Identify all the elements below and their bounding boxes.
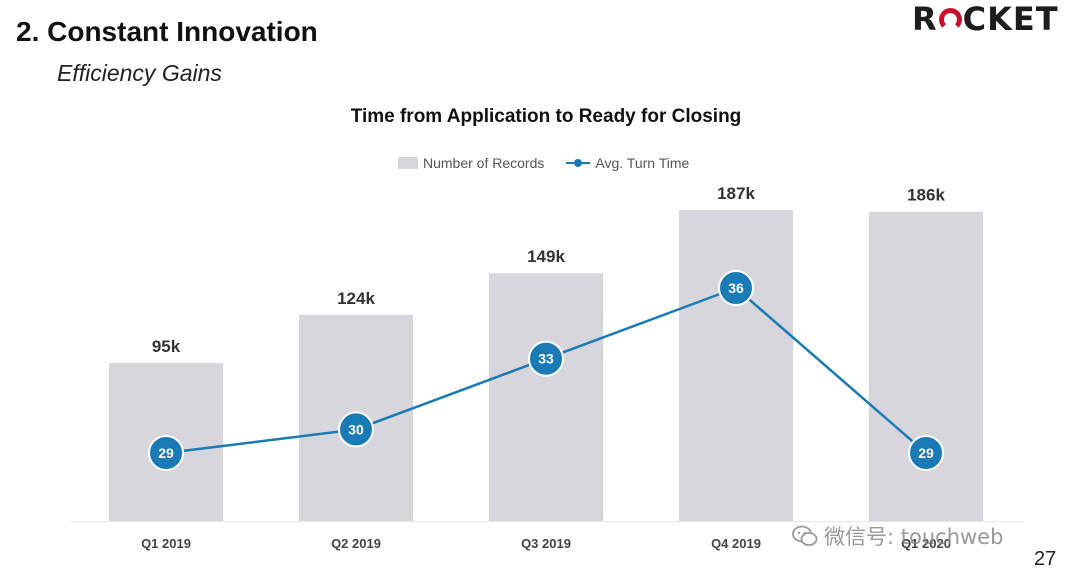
chart-legend: Number of Records Avg. Turn Time bbox=[398, 155, 689, 171]
x-tick-label-1: Q2 2019 bbox=[331, 536, 381, 551]
bar-value-label-1: 124k bbox=[337, 289, 375, 308]
bar-value-label-0: 95k bbox=[152, 337, 181, 356]
bar-value-label-2: 149k bbox=[527, 247, 565, 266]
legend-bar-label: Number of Records bbox=[423, 155, 545, 171]
chart-title: Time from Application to Ready for Closi… bbox=[350, 106, 742, 127]
x-tick-label-4: Q1 2020 bbox=[901, 536, 951, 551]
slide-title: 2. Constant Innovation bbox=[16, 16, 318, 47]
bar-value-label-3: 187k bbox=[717, 184, 755, 203]
line-point-1 bbox=[338, 411, 374, 448]
line-point-label-2: 33 bbox=[538, 351, 554, 367]
company-logo: R CKET bbox=[912, 0, 1059, 38]
line-point-label-1: 30 bbox=[348, 421, 364, 437]
line-point-label-3: 36 bbox=[728, 280, 744, 296]
legend-line-marker bbox=[566, 159, 591, 167]
line-point-label-0: 29 bbox=[158, 445, 174, 461]
logo-ring-icon bbox=[938, 8, 962, 31]
x-tick-label-3: Q4 2019 bbox=[711, 536, 761, 551]
x-tick-label-0: Q1 2019 bbox=[141, 536, 191, 551]
line-point-2 bbox=[528, 340, 564, 377]
line-point-label-4: 29 bbox=[918, 445, 934, 461]
x-tick-label-2: Q3 2019 bbox=[521, 536, 571, 551]
bar-3 bbox=[679, 210, 793, 521]
line-point-0 bbox=[148, 435, 184, 471]
line-point-3 bbox=[718, 270, 754, 306]
slide-subtitle: Efficiency Gains bbox=[57, 60, 222, 86]
bar-value-label-4: 186k bbox=[907, 186, 945, 205]
bar-2 bbox=[489, 273, 603, 521]
wechat-icon bbox=[792, 525, 818, 546]
page-number: 27 bbox=[1034, 548, 1057, 570]
watermark: 微信号: touchweb bbox=[792, 521, 1003, 551]
watermark-text: 微信号: touchweb bbox=[824, 525, 1004, 549]
legend-line-label: Avg. Turn Time bbox=[595, 155, 690, 171]
legend-bar-swatch bbox=[398, 157, 418, 169]
line-point-4 bbox=[908, 435, 944, 471]
bar-4 bbox=[869, 211, 983, 522]
